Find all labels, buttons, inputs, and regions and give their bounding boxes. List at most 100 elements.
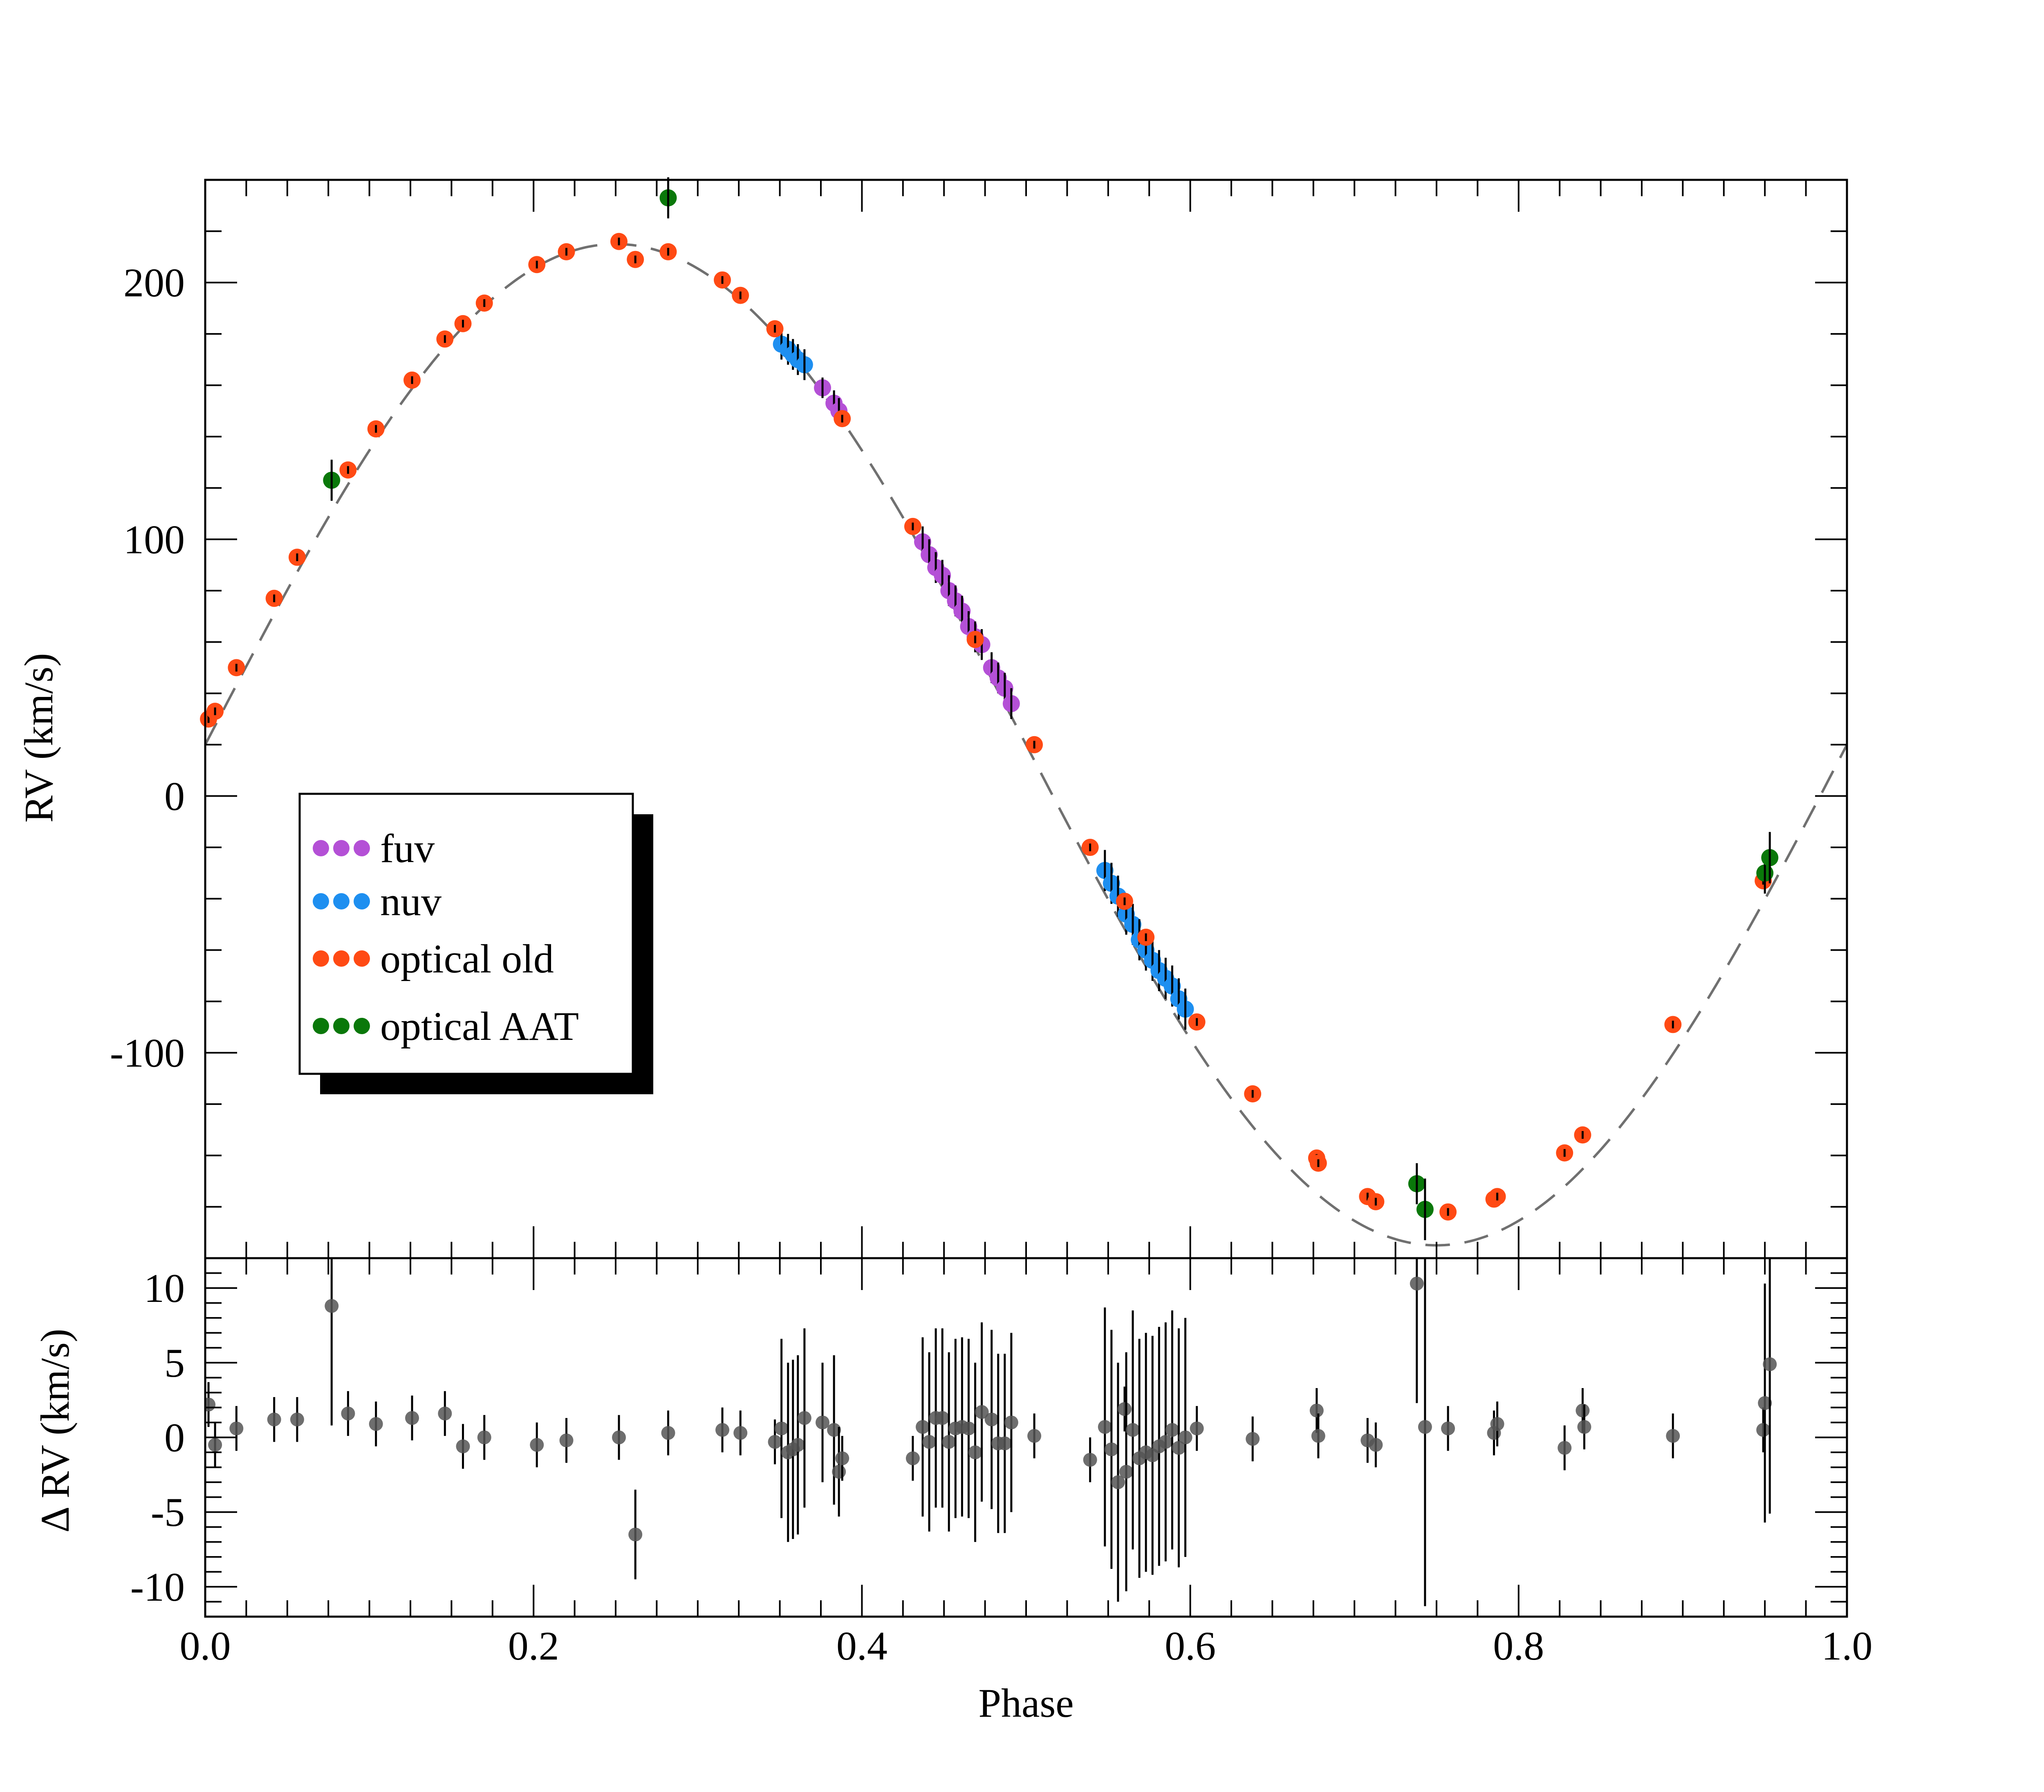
legend-label: nuv xyxy=(380,879,442,924)
axes-layer: 0.0 0.2 0.4 0.6 0.8 1.0 -100 0 100 200 -10 -5 0 5 10 xyxy=(110,179,1873,1669)
x-tick-label: 0.0 xyxy=(180,1623,231,1669)
y-tick-label-main: 200 xyxy=(123,260,185,305)
residual-point xyxy=(229,1421,244,1436)
residual-point xyxy=(984,1412,999,1427)
residual-point xyxy=(267,1412,281,1427)
residual-point xyxy=(1111,1475,1125,1490)
legend-marker xyxy=(354,840,370,856)
residual-point xyxy=(1027,1429,1042,1443)
residual-point xyxy=(915,1420,930,1434)
y-tick-label-residual: 10 xyxy=(144,1266,185,1311)
x-tick-label: 0.6 xyxy=(1165,1623,1216,1669)
residual-point xyxy=(1159,1435,1173,1449)
residual-point xyxy=(1756,1423,1771,1437)
residual-point xyxy=(369,1417,383,1431)
residual-point xyxy=(1246,1432,1260,1446)
residual-point xyxy=(1117,1402,1132,1416)
residual-point xyxy=(922,1435,937,1449)
residual-point xyxy=(628,1528,643,1542)
series-optical-AAT xyxy=(323,177,1779,1241)
residual-point xyxy=(1098,1420,1112,1434)
residual-data-layer xyxy=(205,1258,1777,1606)
series-nuv xyxy=(773,329,1194,1030)
residual-point xyxy=(797,1411,811,1425)
legend-label: fuv xyxy=(380,826,435,871)
legend-marker xyxy=(354,950,370,967)
residual-point xyxy=(1490,1417,1504,1431)
residual-point xyxy=(1178,1430,1192,1445)
y-tick-label-residual: 5 xyxy=(164,1340,185,1386)
legend-entry-fuv: fuv xyxy=(313,826,435,871)
residual-point xyxy=(1004,1415,1018,1429)
legend-marker xyxy=(354,893,370,909)
residual-point xyxy=(733,1426,748,1440)
residual-point xyxy=(816,1415,830,1429)
residual-point xyxy=(1172,1441,1186,1455)
residual-point xyxy=(935,1411,950,1425)
residual-point xyxy=(1441,1421,1455,1436)
residual-panel-frame xyxy=(204,1257,1848,1618)
legend-label: optical AAT xyxy=(380,1004,579,1049)
residual-point xyxy=(835,1451,849,1465)
legend-entries: fuv nuv optical old optical AAT xyxy=(313,826,579,1049)
series-residuals xyxy=(205,1258,1777,1606)
residual-point xyxy=(456,1439,470,1454)
legend-entry-optical-old: optical old xyxy=(313,936,554,981)
residual-point xyxy=(905,1451,920,1465)
legend-marker xyxy=(313,893,329,909)
legend-marker xyxy=(333,950,350,967)
residual-point xyxy=(405,1411,419,1425)
residual-point xyxy=(1165,1423,1179,1437)
residual-point xyxy=(559,1433,574,1447)
residual-point xyxy=(1666,1429,1680,1443)
series-fuv xyxy=(814,377,1020,719)
residual-point xyxy=(205,1398,216,1412)
residual-point xyxy=(1758,1396,1772,1410)
residual-point xyxy=(975,1405,989,1419)
x-tick-label: 0.4 xyxy=(836,1623,888,1669)
residual-point xyxy=(1309,1403,1324,1418)
residual-point xyxy=(1558,1441,1572,1455)
y-axis-label-main: RV (km/s) xyxy=(16,653,61,822)
residual-point xyxy=(1369,1438,1383,1452)
x-tick-label: 0.2 xyxy=(508,1623,559,1669)
main-data-layer xyxy=(200,177,1779,1241)
residual-point xyxy=(290,1412,304,1427)
residual-point xyxy=(438,1407,452,1421)
residual-point xyxy=(208,1438,222,1452)
legend-marker xyxy=(354,1018,370,1034)
residual-point xyxy=(1577,1420,1591,1434)
residual-point xyxy=(827,1423,841,1437)
residual-point xyxy=(612,1430,626,1445)
residual-point xyxy=(1083,1453,1097,1467)
residual-point xyxy=(1126,1423,1140,1437)
residual-point xyxy=(1311,1429,1325,1443)
x-tick-label: 1.0 xyxy=(1822,1623,1873,1669)
y-tick-label-main: -100 xyxy=(110,1030,185,1076)
y-tick-label-residual: -10 xyxy=(130,1564,185,1610)
residual-point xyxy=(961,1421,976,1436)
residual-point xyxy=(661,1426,675,1440)
residual-point xyxy=(1410,1277,1424,1291)
residual-point xyxy=(768,1435,782,1449)
y-tick-label-main: 0 xyxy=(164,773,185,819)
y-tick-label-residual: 0 xyxy=(164,1415,185,1460)
legend: fuv nuv optical old optical AAT xyxy=(298,793,653,1094)
y-axis-label-residual: Δ RV (km/s) xyxy=(32,1329,78,1533)
legend-marker xyxy=(313,1018,329,1034)
residual-point xyxy=(477,1430,491,1445)
residual-point xyxy=(1418,1420,1432,1434)
legend-marker xyxy=(313,950,329,967)
residual-point xyxy=(325,1299,339,1313)
residual-point xyxy=(530,1438,544,1452)
residual-point xyxy=(1190,1421,1204,1436)
legend-marker xyxy=(333,893,350,909)
residual-point xyxy=(968,1445,982,1460)
legend-entry-optical-AAT: optical AAT xyxy=(313,1004,579,1049)
residual-point xyxy=(832,1465,846,1479)
legend-marker xyxy=(313,840,329,856)
residual-point xyxy=(774,1421,789,1436)
residual-point xyxy=(1576,1403,1590,1418)
